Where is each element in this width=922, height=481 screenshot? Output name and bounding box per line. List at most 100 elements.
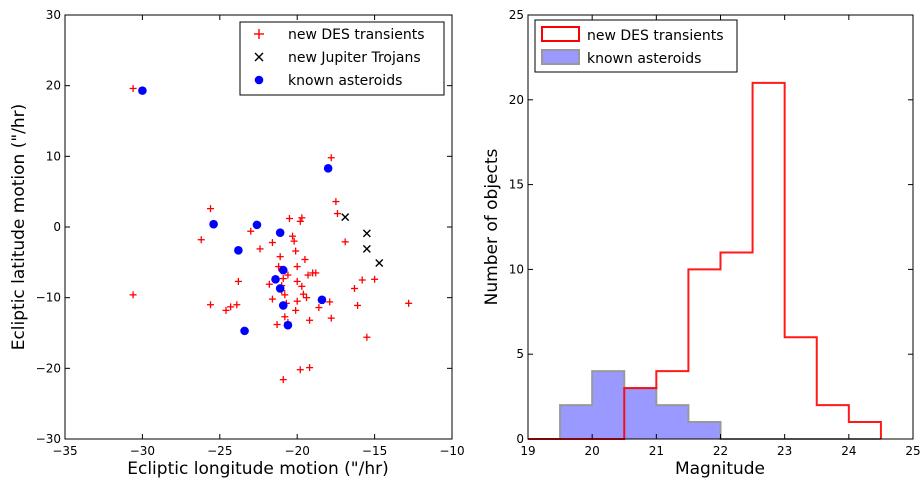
scatter-xtick-label: −15: [362, 444, 387, 458]
histogram-xtick-label: 24: [841, 444, 856, 458]
transient-point: [129, 84, 137, 92]
transient-point: [292, 247, 300, 255]
transient-point: [289, 232, 297, 240]
transient-point: [327, 314, 335, 322]
transient-point: [247, 227, 255, 235]
transient-point: [265, 280, 273, 288]
legend-marker-trojans: [254, 52, 264, 62]
transient-point: [302, 294, 310, 302]
transient-point: [306, 364, 314, 372]
transient-point: [281, 313, 289, 321]
transient-point: [227, 303, 235, 311]
scatter-legend-box: [239, 21, 445, 96]
legend-label-hist-asteroids: known asteroids: [587, 51, 701, 67]
transient-point: [332, 198, 340, 206]
transient-point: [296, 217, 304, 225]
scatter-ytick-label: −30: [36, 432, 61, 446]
transient-point: [222, 306, 230, 314]
transient-point: [268, 295, 276, 303]
scatter-ytick-label: 20: [46, 79, 61, 93]
asteroid-point: [317, 295, 327, 305]
histogram-xtick-label: 20: [585, 444, 600, 458]
histogram-y-axis-label: Number of objects: [482, 148, 502, 305]
transient-point: [327, 154, 335, 162]
scatter-marks: [129, 84, 413, 384]
scatter-xtick-label: −25: [207, 444, 232, 458]
scatter-x-axis-label: Ecliptic longitude motion ("/hr): [127, 459, 388, 479]
histogram-ytick-label: 5: [516, 347, 524, 361]
transient-point: [354, 301, 362, 309]
transient-point: [273, 321, 281, 329]
histogram-ytick-label: 25: [509, 8, 524, 22]
histogram-legend: new DES transients known asteroids: [534, 19, 738, 73]
transient-point: [281, 291, 289, 299]
legend-marker-asteroids: [254, 75, 264, 85]
transient-point: [234, 277, 242, 285]
scatter-ytick-label: 0: [53, 220, 61, 234]
transient-point: [333, 210, 341, 218]
legend-swatch-asteroids: [541, 49, 580, 65]
histogram-xtick-label: 25: [905, 444, 920, 458]
transient-point: [405, 299, 413, 307]
transient-point: [276, 253, 284, 261]
histogram-xtick-label: 21: [649, 444, 664, 458]
legend-label-asteroids: known asteroids: [288, 73, 402, 89]
scatter-xtick-label: −10: [439, 444, 464, 458]
transient-point: [298, 282, 306, 290]
transient-point: [279, 275, 287, 283]
transient-point: [285, 215, 293, 223]
transient-point: [256, 245, 264, 253]
histogram-x-axis-label: Magnitude: [675, 459, 765, 479]
transient-point: [296, 366, 304, 374]
transient-point: [350, 284, 358, 292]
scatter-ytick-label: 30: [46, 8, 61, 22]
transient-point: [207, 205, 215, 213]
asteroid-point: [234, 246, 243, 255]
transient-point: [197, 236, 205, 244]
transient-point: [358, 276, 366, 284]
transient-point: [290, 237, 298, 245]
asteroid-point: [278, 301, 288, 310]
scatter-xtick-label: −20: [285, 444, 310, 458]
transient-point: [304, 271, 312, 279]
histogram-ticks: 19 20 21 22 23 24 25 0 5 10 15 20 25: [509, 8, 921, 458]
histogram-ytick-label: 20: [509, 93, 524, 107]
asteroid-point: [283, 320, 293, 330]
transient-point: [306, 316, 314, 324]
transient-point: [207, 301, 215, 309]
scatter-legend: new DES transients new Jupiter Trojans k…: [239, 21, 445, 96]
asteroid-point: [138, 86, 147, 95]
transient-point: [293, 297, 301, 305]
asteroid-point: [278, 265, 288, 275]
scatter-xtick-label: −30: [130, 444, 155, 458]
asteroid-point: [240, 326, 249, 336]
scatter-ytick-label: −20: [36, 361, 61, 375]
transient-point: [293, 263, 301, 271]
transient-point: [341, 238, 349, 246]
asteroid-point: [252, 220, 262, 230]
trojan-point: [362, 244, 371, 253]
transient-point: [292, 306, 300, 314]
histogram-ytick-label: 10: [509, 262, 524, 276]
asteroid-point: [209, 219, 218, 229]
scatter-ytick-label: 10: [46, 149, 61, 163]
transient-point: [312, 269, 320, 277]
scatter-ytick-label: −10: [36, 291, 61, 305]
trojan-point: [375, 259, 384, 268]
asteroid-point: [275, 228, 285, 237]
histogram-ytick-label: 0: [516, 432, 524, 446]
legend-marker-transients: [254, 29, 264, 39]
transient-point: [284, 271, 292, 279]
histogram-ytick-label: 15: [509, 178, 524, 192]
asteroid-point: [275, 284, 285, 293]
transient-point: [301, 256, 309, 264]
transient-histogram-outline: [528, 81, 882, 440]
histogram-xtick-label: 19: [520, 444, 535, 458]
scatter-y-axis-label: Ecliptic latitude motion ("/hr): [9, 104, 29, 351]
transient-point: [326, 298, 334, 306]
trojan-point: [341, 213, 350, 222]
histogram-xtick-label: 22: [713, 444, 728, 458]
histogram-chart: 19 20 21 22 23 24 25 0 5 10 15 20 25 Magnitude Numbe…: [482, 8, 921, 479]
transient-point: [371, 275, 379, 283]
